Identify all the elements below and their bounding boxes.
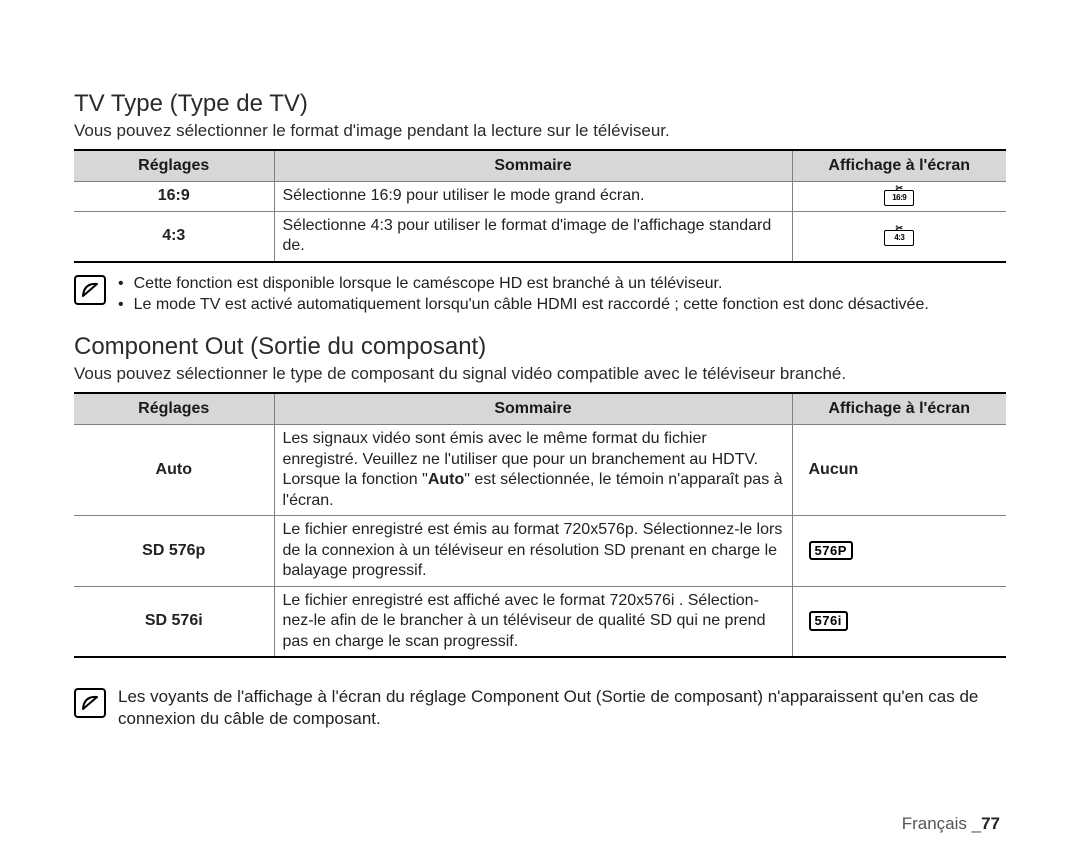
tv-type-heading: TV Type (Type de TV) xyxy=(74,90,1006,118)
setting-cell: SD 576i xyxy=(74,586,274,657)
table-row: 4:3 Sélectionne 4:3 pour utiliser le for… xyxy=(74,211,1006,261)
summary-cell: Sélectionne 4:3 pour utiliser le format … xyxy=(274,211,792,261)
table-row: 16:9 Sélectionne 16:9 pour utiliser le m… xyxy=(74,182,1006,212)
col-display: Affichage à l'écran xyxy=(792,393,1006,425)
display-cell: ✂ 4:3 xyxy=(792,211,1006,261)
note-item: Le mode TV est activé automatiquement lo… xyxy=(134,294,929,315)
setting-cell: Auto xyxy=(74,425,274,516)
note-block: •Cette fonction est disponible lorsque l… xyxy=(74,273,1006,315)
display-cell: ✂ 16:9 xyxy=(792,182,1006,212)
col-settings: Réglages xyxy=(74,393,274,425)
manual-page: TV Type (Type de TV) Vous pouvez sélecti… xyxy=(0,0,1080,868)
component-out-heading: Component Out (Sortie du composant) xyxy=(74,333,1006,361)
note-text: Les voyants de l'affichage à l'écran du … xyxy=(118,686,1006,730)
summary-cell: Le fichier enregistré est affiché avec l… xyxy=(274,586,792,657)
display-cell: Aucun xyxy=(792,425,1006,516)
summary-cell: Les signaux vidéo sont émis avec le même… xyxy=(274,425,792,516)
col-display: Affichage à l'écran xyxy=(792,150,1006,182)
footer-lang: Français _ xyxy=(902,814,981,833)
display-cell: 576i xyxy=(792,586,1006,657)
component-out-table: Réglages Sommaire Affichage à l'écran Au… xyxy=(74,392,1006,658)
table-row: SD 576p Le fichier enregistré est émis a… xyxy=(74,516,1006,586)
table-row: SD 576i Le fichier enregistré est affich… xyxy=(74,586,1006,657)
page-footer: Français _77 xyxy=(902,814,1000,834)
aspect-ratio-icon: ✂ 4:3 xyxy=(884,226,914,246)
display-cell: 576P xyxy=(792,516,1006,586)
note-icon xyxy=(74,275,106,305)
summary-cell: Sélectionne 16:9 pour utiliser le mode g… xyxy=(274,182,792,212)
table-row: Auto Les signaux vidéo sont émis avec le… xyxy=(74,425,1006,516)
setting-cell: 4:3 xyxy=(74,211,274,261)
tv-type-desc: Vous pouvez sélectionner le format d'ima… xyxy=(74,120,1006,141)
note-item: Cette fonction est disponible lorsque le… xyxy=(134,273,723,294)
resolution-icon: 576P xyxy=(809,541,853,561)
page-number: 77 xyxy=(981,814,1000,833)
tv-type-table: Réglages Sommaire Affichage à l'écran 16… xyxy=(74,149,1006,263)
col-settings: Réglages xyxy=(74,150,274,182)
note-block: Les voyants de l'affichage à l'écran du … xyxy=(74,686,1006,730)
col-summary: Sommaire xyxy=(274,150,792,182)
col-summary: Sommaire xyxy=(274,393,792,425)
setting-cell: 16:9 xyxy=(74,182,274,212)
note-icon xyxy=(74,688,106,718)
note-list: •Cette fonction est disponible lorsque l… xyxy=(118,273,1006,315)
resolution-icon: 576i xyxy=(809,611,848,631)
summary-cell: Le fichier enregistré est émis au format… xyxy=(274,516,792,586)
setting-cell: SD 576p xyxy=(74,516,274,586)
aspect-ratio-icon: ✂ 16:9 xyxy=(884,186,914,206)
component-out-desc: Vous pouvez sélectionner le type de comp… xyxy=(74,363,1006,384)
